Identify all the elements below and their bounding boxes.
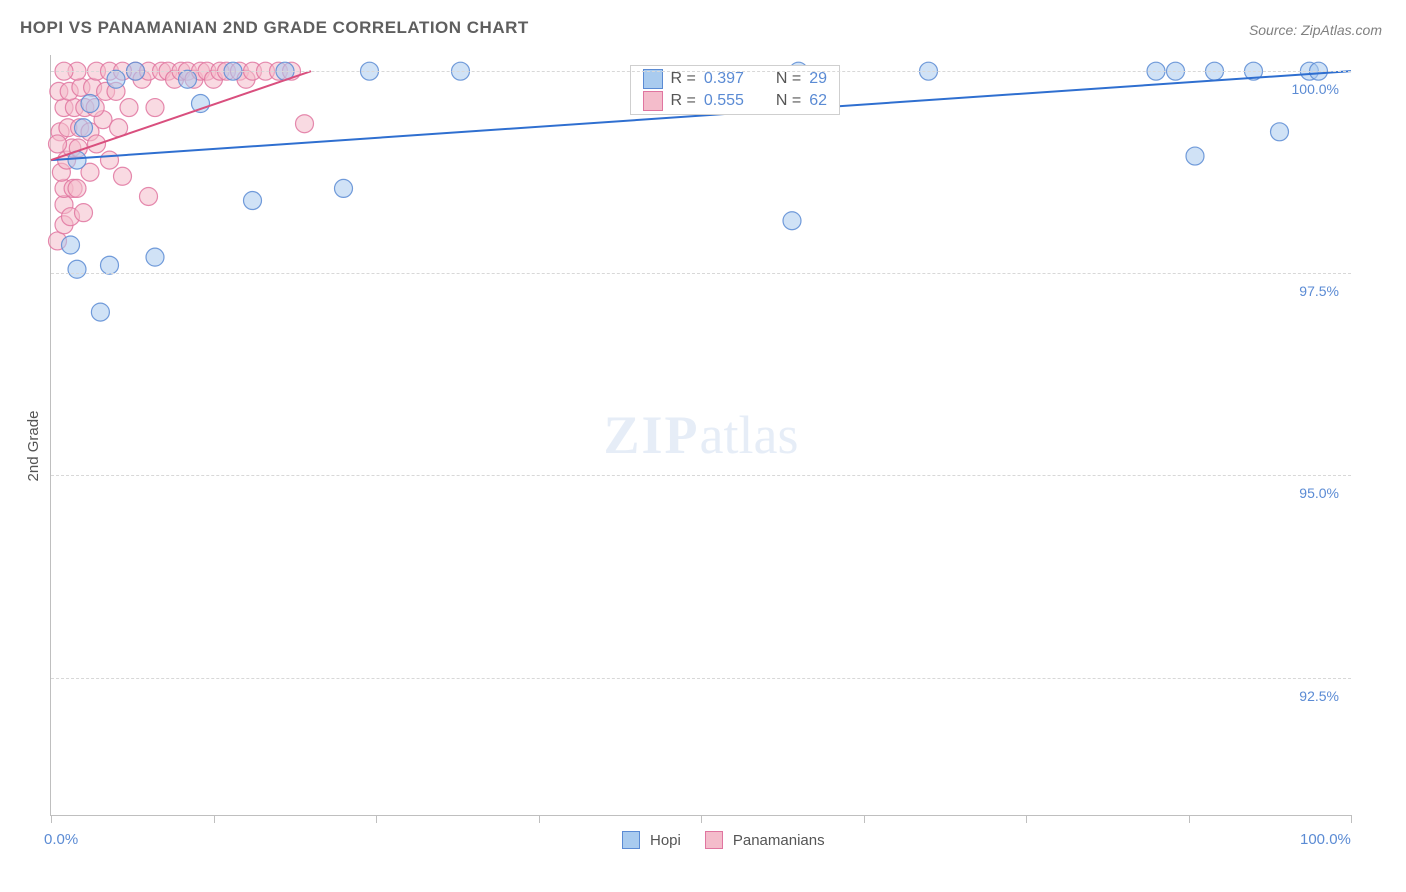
x-tick [1189, 815, 1190, 823]
x-tick [539, 815, 540, 823]
scatter-point [114, 167, 132, 185]
legend-r-label: R = [671, 70, 696, 88]
scatter-point [296, 115, 314, 133]
correlation-legend: R = 0.397 N = 29 R = 0.555 N = 62 [630, 65, 840, 115]
scatter-point [81, 95, 99, 113]
legend-n-value: 62 [809, 92, 827, 110]
y-tick-label: 95.0% [1297, 485, 1341, 501]
scatter-point [335, 179, 353, 197]
x-tick [376, 815, 377, 823]
scatter-point [1186, 147, 1204, 165]
scatter-point [107, 70, 125, 88]
legend-r-label: R = [671, 92, 696, 110]
chart-title: HOPI VS PANAMANIAN 2ND GRADE CORRELATION… [20, 18, 529, 38]
legend-series-label: Hopi [650, 832, 681, 849]
scatter-point [49, 135, 67, 153]
plot-svg [51, 55, 1351, 815]
x-axis-min-label: 0.0% [44, 831, 78, 848]
y-tick-label: 97.5% [1297, 283, 1341, 299]
scatter-point [783, 212, 801, 230]
y-tick-label: 92.5% [1297, 688, 1341, 704]
scatter-point [101, 151, 119, 169]
gridline [51, 273, 1351, 274]
legend-n-label: N = [776, 70, 801, 88]
legend-series-label: Panamanians [733, 832, 825, 849]
legend-r-value: 0.397 [704, 70, 758, 88]
scatter-point [1271, 123, 1289, 141]
scatter-point [75, 119, 93, 137]
legend-swatch [643, 91, 663, 111]
legend-r-value: 0.555 [704, 92, 758, 110]
gridline [51, 678, 1351, 679]
x-tick [51, 815, 52, 823]
x-tick [864, 815, 865, 823]
y-axis-label: 2nd Grade [25, 411, 42, 482]
legend-n-value: 29 [809, 70, 827, 88]
legend-swatch [705, 831, 723, 849]
scatter-point [68, 179, 86, 197]
gridline [51, 475, 1351, 476]
scatter-point [101, 256, 119, 274]
scatter-point [140, 187, 158, 205]
gridline [51, 71, 1351, 72]
y-tick-label: 100.0% [1290, 81, 1341, 97]
x-tick [214, 815, 215, 823]
scatter-point [91, 303, 109, 321]
plot-area: ZIPatlas R =0.397N =29R =0.555N =62 92.5… [50, 55, 1351, 816]
x-tick [1026, 815, 1027, 823]
series-legend: Hopi Panamanians [622, 831, 839, 849]
scatter-point [146, 248, 164, 266]
chart-container: HOPI VS PANAMANIAN 2ND GRADE CORRELATION… [0, 0, 1406, 892]
legend-row: R = 0.555 N = 62 [631, 90, 839, 112]
legend-swatch [622, 831, 640, 849]
scatter-point [62, 236, 80, 254]
scatter-point [75, 204, 93, 222]
legend-n-label: N = [776, 92, 801, 110]
scatter-point [120, 99, 138, 117]
source-attribution: Source: ZipAtlas.com [1249, 22, 1382, 38]
scatter-point [146, 99, 164, 117]
scatter-point [68, 260, 86, 278]
x-tick [701, 815, 702, 823]
scatter-point [244, 192, 262, 210]
scatter-point [179, 70, 197, 88]
x-tick [1351, 815, 1352, 823]
x-axis-max-label: 100.0% [1300, 831, 1351, 848]
